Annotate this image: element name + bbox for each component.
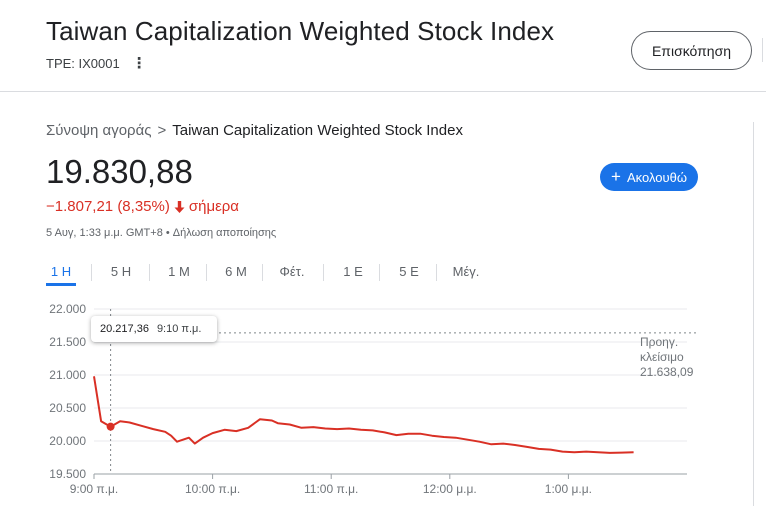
breadcrumb-parent-link[interactable]: Σύνοψη αγοράς (46, 122, 152, 139)
y-tick-label: 20.500 (49, 401, 86, 415)
more-vert-icon[interactable]: ⋮ (131, 55, 147, 72)
y-tick-label: 21.500 (49, 335, 86, 349)
hover-point (106, 422, 115, 431)
x-tick-label: 9:00 π.μ. (70, 482, 119, 496)
tab-range-4[interactable]: Φέτ. (279, 264, 305, 279)
current-price: 19.830,88 (46, 153, 193, 190)
plus-icon: + (611, 167, 621, 186)
x-tick-label: 1:00 μ.μ. (545, 482, 592, 496)
y-tick-label: 21.000 (49, 368, 86, 382)
y-tick-label: 22.000 (49, 302, 86, 316)
arrow-down-icon (174, 200, 185, 213)
breadcrumb: Σύνοψη αγοράς > Taiwan Capitalization We… (46, 122, 463, 139)
x-tick-label: 12:00 μ.μ. (423, 482, 477, 496)
y-tick-label: 19.500 (49, 467, 86, 481)
page-title: Taiwan Capitalization Weighted Stock Ind… (46, 16, 555, 46)
breadcrumb-separator: > (157, 122, 167, 139)
price-chart[interactable]: 22.000 21.500 21.000 20.500 20.000 19.5009:00… (0, 296, 766, 506)
previous-close-label: κλείσιμο (640, 350, 684, 364)
tab-range-0[interactable]: 1 Η (46, 262, 76, 286)
header-divider (0, 91, 766, 92)
ticker-row: TPE: IX0001 ⋮ (46, 56, 147, 71)
tab-separator (91, 264, 92, 281)
tab-range-3[interactable]: 6 Μ (225, 264, 247, 279)
tab-separator (436, 264, 437, 281)
chart-tooltip: 20.217,36 9:10 π.μ. (91, 316, 217, 342)
breadcrumb-current: Taiwan Capitalization Weighted Stock Ind… (172, 122, 463, 139)
tab-range-1[interactable]: 5 Η (110, 264, 132, 279)
tooltip-value: 20.217,36 (100, 323, 149, 335)
tab-range-7[interactable]: Μέγ. (452, 264, 480, 279)
page-edge-divider (762, 38, 763, 62)
side-divider (753, 122, 754, 506)
price-line (93, 376, 634, 454)
change-value: −1.807,21 (8,35%) (46, 198, 170, 215)
tab-separator (206, 264, 207, 281)
y-tick-label: 20.000 (49, 434, 86, 448)
tooltip-time: 9:10 π.μ. (156, 323, 202, 335)
price-change: −1.807,21 (8,35%) σήμερα (46, 198, 239, 215)
ticker-symbol: TPE: IX0001 (46, 56, 120, 71)
change-suffix: σήμερα (188, 198, 239, 215)
overview-button[interactable]: Επισκόπηση (631, 31, 752, 70)
tab-range-2[interactable]: 1 Μ (168, 264, 190, 279)
x-tick-label: 10:00 π.μ. (185, 482, 240, 496)
tab-separator (149, 264, 150, 281)
previous-close-label: 21.638,09 (640, 365, 694, 379)
follow-button-label: Ακολουθώ (626, 169, 687, 185)
tab-range-6[interactable]: 5 Ε (399, 264, 419, 279)
tab-separator (262, 264, 263, 281)
tab-range-5[interactable]: 1 Ε (343, 264, 363, 279)
tab-separator (323, 264, 324, 281)
previous-close-label: Προηγ. (640, 335, 678, 349)
tab-separator (379, 264, 380, 281)
quote-timestamp: 5 Αυγ, 1:33 μ.μ. GMT+8 • Δήλωση αποποίησ… (46, 227, 277, 239)
x-tick-label: 11:00 π.μ. (304, 482, 358, 496)
follow-button[interactable]: + Ακολουθώ (600, 163, 698, 191)
